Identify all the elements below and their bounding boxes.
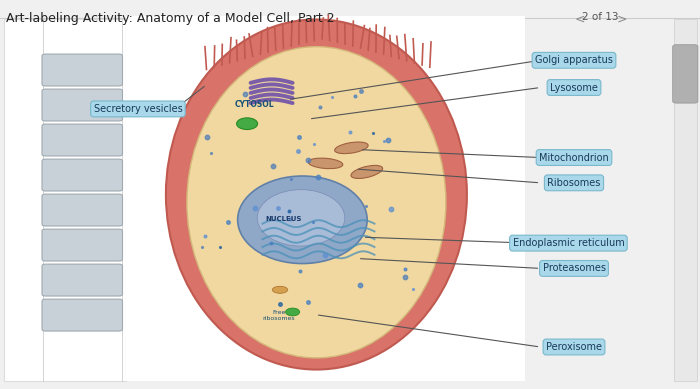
FancyBboxPatch shape bbox=[42, 54, 122, 86]
Text: >: > bbox=[617, 12, 627, 25]
Text: Ribosomes: Ribosomes bbox=[547, 178, 601, 188]
Text: 2 of 13: 2 of 13 bbox=[582, 12, 619, 23]
Ellipse shape bbox=[237, 176, 367, 264]
FancyBboxPatch shape bbox=[674, 19, 696, 381]
FancyBboxPatch shape bbox=[42, 264, 122, 296]
Text: Lysosome: Lysosome bbox=[550, 82, 598, 93]
FancyBboxPatch shape bbox=[673, 45, 698, 103]
Ellipse shape bbox=[286, 308, 300, 316]
FancyBboxPatch shape bbox=[42, 299, 122, 331]
FancyBboxPatch shape bbox=[4, 19, 126, 381]
Ellipse shape bbox=[237, 118, 258, 130]
Ellipse shape bbox=[258, 190, 344, 246]
FancyBboxPatch shape bbox=[126, 16, 525, 381]
Text: <: < bbox=[574, 12, 585, 25]
FancyBboxPatch shape bbox=[42, 194, 122, 226]
FancyBboxPatch shape bbox=[42, 89, 122, 121]
Text: Free
ribosomes: Free ribosomes bbox=[262, 310, 295, 321]
Text: CYTOSOL: CYTOSOL bbox=[234, 100, 274, 109]
FancyBboxPatch shape bbox=[42, 124, 122, 156]
FancyBboxPatch shape bbox=[42, 159, 122, 191]
Text: Endoplasmic reticulum: Endoplasmic reticulum bbox=[512, 238, 624, 248]
Text: Peroxisome: Peroxisome bbox=[546, 342, 602, 352]
Ellipse shape bbox=[308, 158, 343, 169]
Text: NUCLEUS: NUCLEUS bbox=[265, 216, 302, 222]
FancyBboxPatch shape bbox=[42, 229, 122, 261]
Text: Proteasomes: Proteasomes bbox=[542, 263, 606, 273]
Text: Art-labeling Activity: Anatomy of a Model Cell, Part 2: Art-labeling Activity: Anatomy of a Mode… bbox=[6, 12, 334, 25]
Text: Golgi apparatus: Golgi apparatus bbox=[535, 55, 613, 65]
Text: Secretory vesicles: Secretory vesicles bbox=[94, 104, 182, 114]
Ellipse shape bbox=[166, 19, 467, 370]
Ellipse shape bbox=[187, 47, 446, 358]
Text: Mitochondrion: Mitochondrion bbox=[539, 152, 609, 163]
Ellipse shape bbox=[335, 142, 368, 154]
Ellipse shape bbox=[351, 165, 383, 179]
Ellipse shape bbox=[272, 286, 288, 293]
